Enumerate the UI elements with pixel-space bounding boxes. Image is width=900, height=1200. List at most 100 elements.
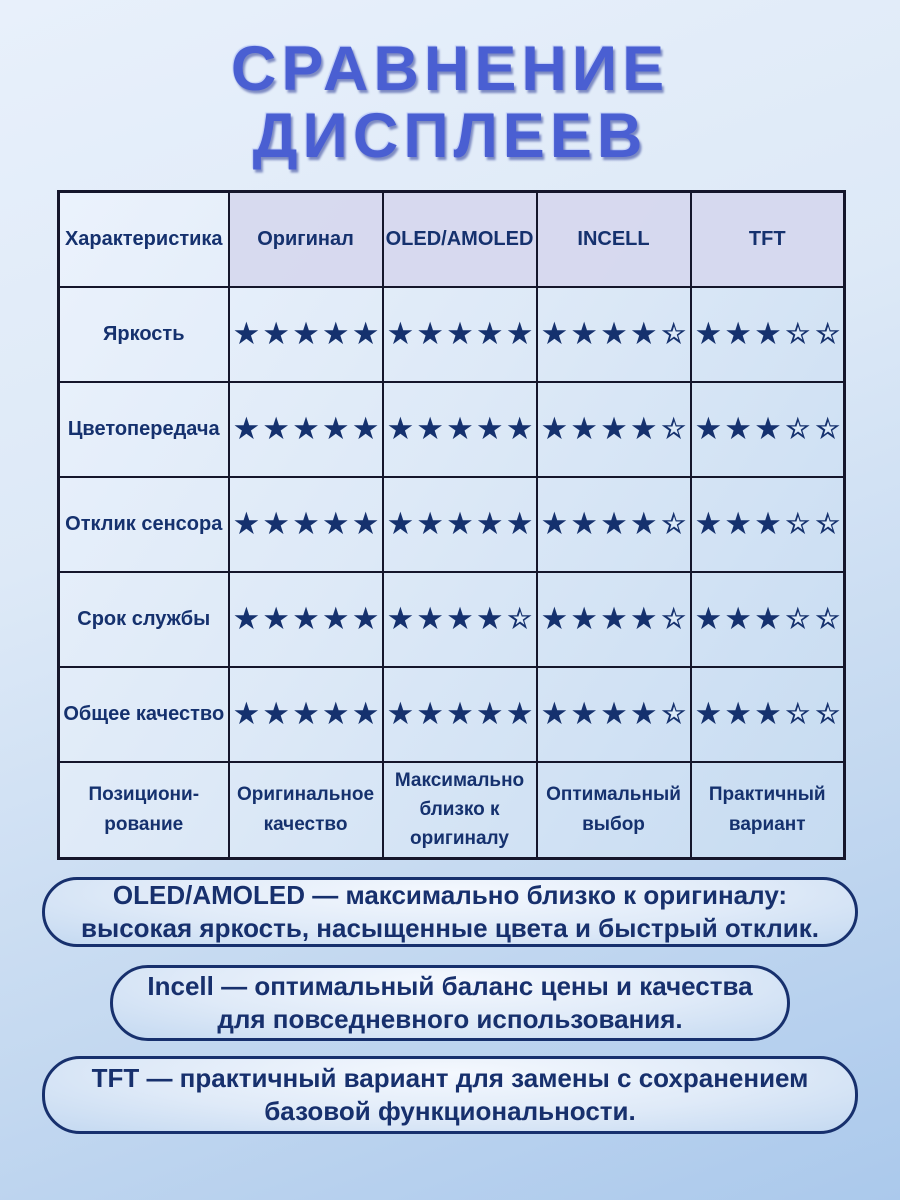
star-filled-icon: ★ <box>570 411 599 446</box>
star-filled-icon: ★ <box>600 316 628 351</box>
row-label-brightness: Яркость <box>57 285 230 383</box>
star-filled-icon: ★ <box>416 696 445 731</box>
star-outline-icon: ★ <box>814 318 842 349</box>
table-row-touch-response: Отклик сенсора ★★★★★ ★★★★★ ★★★★★ ★ ★★★★ <box>57 475 846 573</box>
page-title: СРАВНЕНИЕ ДИСПЛЕЕВ <box>0 0 900 170</box>
row-label-positioning: Позициони- рование <box>57 760 230 860</box>
star-outline-icon: ★ <box>814 603 842 634</box>
table-row-lifespan: Срок службы ★★★★★ ★★★★★ ★ ★★★★ ★ ★ ★★★ <box>57 570 846 668</box>
star-filled-icon: ★ <box>232 696 261 731</box>
star-filled-icon: ★ <box>505 411 534 446</box>
star-rating: ★★★★★ <box>381 380 538 478</box>
star-filled-icon: ★ <box>446 696 474 731</box>
star-rating: ★★★★★ <box>381 570 538 668</box>
star-filled-icon: ★ <box>629 601 658 636</box>
table-row-overall-quality: Общее качество ★★★★★ ★★★★★ ★★★★★ ★ ★★★★ <box>57 665 846 763</box>
star-filled-icon: ★ <box>754 601 782 636</box>
star-filled-icon: ★ <box>475 601 504 636</box>
note-oled-amoled: OLED/AMOLED — максимально близко к ориги… <box>42 877 858 947</box>
star-filled-icon: ★ <box>540 601 569 636</box>
star-filled-icon: ★ <box>446 316 474 351</box>
star-outline-icon: ★ <box>660 413 688 444</box>
star-filled-icon: ★ <box>754 506 782 541</box>
row-label-overall-quality: Общее качество <box>57 665 230 763</box>
star-filled-icon: ★ <box>321 506 350 541</box>
star-rating: ★★★★★ <box>227 475 384 573</box>
row-label-color: Цветопередача <box>57 380 230 478</box>
table-header-row: Характеристика Оригинал OLED/AMOLED INCE… <box>57 190 846 288</box>
star-outline-icon: ★ <box>660 318 688 349</box>
star-filled-icon: ★ <box>570 696 599 731</box>
column-header-oled-amoled: OLED/AMOLED <box>381 190 538 288</box>
star-rating: ★★★★★ <box>227 285 384 383</box>
star-filled-icon: ★ <box>292 316 320 351</box>
star-filled-icon: ★ <box>754 316 782 351</box>
star-rating: ★★★★★ <box>535 380 692 478</box>
star-filled-icon: ★ <box>351 411 380 446</box>
column-header-characteristic: Характеристика <box>57 190 230 288</box>
star-filled-icon: ★ <box>724 696 753 731</box>
star-filled-icon: ★ <box>292 696 320 731</box>
star-filled-icon: ★ <box>629 411 658 446</box>
star-outline-icon: ★ <box>814 413 842 444</box>
star-rating: ★★★★★ <box>535 665 692 763</box>
star-rating: ★★★★★ <box>535 570 692 668</box>
star-outline-icon: ★ <box>814 698 842 729</box>
star-filled-icon: ★ <box>351 601 380 636</box>
star-filled-icon: ★ <box>540 696 569 731</box>
star-outline-icon: ★ <box>660 508 688 539</box>
star-filled-icon: ★ <box>292 601 320 636</box>
comparison-table: Характеристика Оригинал OLED/AMOLED INCE… <box>57 190 846 860</box>
table-row-color: Цветопередача ★★★★★ ★★★★★ ★★★★★ ★ ★★★★ <box>57 380 846 478</box>
star-rating: ★★★★★ <box>381 475 538 573</box>
star-filled-icon: ★ <box>351 506 380 541</box>
star-filled-icon: ★ <box>505 316 534 351</box>
star-outline-icon: ★ <box>814 508 842 539</box>
star-rating: ★★★★★ <box>689 285 846 383</box>
star-outline-icon: ★ <box>784 698 812 729</box>
star-filled-icon: ★ <box>262 316 291 351</box>
star-filled-icon: ★ <box>351 316 380 351</box>
row-label-lifespan: Срок службы <box>57 570 230 668</box>
star-filled-icon: ★ <box>694 411 723 446</box>
star-filled-icon: ★ <box>505 696 534 731</box>
table-row-brightness: Яркость ★★★★★ ★★★★★ ★★★★★ ★ ★★★★ <box>57 285 846 383</box>
star-filled-icon: ★ <box>694 316 723 351</box>
star-filled-icon: ★ <box>386 316 415 351</box>
positioning-incell: Оптимальный выбор <box>535 760 692 860</box>
star-filled-icon: ★ <box>694 696 723 731</box>
star-filled-icon: ★ <box>475 506 504 541</box>
star-filled-icon: ★ <box>321 411 350 446</box>
column-header-tft: TFT <box>689 190 846 288</box>
star-filled-icon: ★ <box>416 411 445 446</box>
star-filled-icon: ★ <box>694 601 723 636</box>
star-filled-icon: ★ <box>475 316 504 351</box>
star-filled-icon: ★ <box>416 601 445 636</box>
star-rating: ★★★★★ <box>381 285 538 383</box>
column-header-original: Оригинал <box>227 190 384 288</box>
column-header-incell: INCELL <box>535 190 692 288</box>
star-filled-icon: ★ <box>724 601 753 636</box>
page-title-line-2: ДИСПЛЕЕВ <box>252 101 648 171</box>
star-filled-icon: ★ <box>321 316 350 351</box>
star-filled-icon: ★ <box>262 696 291 731</box>
star-filled-icon: ★ <box>321 601 350 636</box>
star-filled-icon: ★ <box>292 411 320 446</box>
note-tft: TFT — практичный вариант для замены с со… <box>42 1056 858 1134</box>
star-filled-icon: ★ <box>386 696 415 731</box>
star-rating: ★★★★★ <box>227 570 384 668</box>
star-filled-icon: ★ <box>351 696 380 731</box>
star-filled-icon: ★ <box>724 506 753 541</box>
star-filled-icon: ★ <box>629 696 658 731</box>
table-row-positioning: Позициони- рование Оригинальное качество… <box>57 760 846 860</box>
star-outline-icon: ★ <box>784 603 812 634</box>
star-filled-icon: ★ <box>629 316 658 351</box>
star-filled-icon: ★ <box>724 411 753 446</box>
star-filled-icon: ★ <box>232 411 261 446</box>
positioning-original: Оригинальное качество <box>227 760 384 860</box>
star-filled-icon: ★ <box>232 506 261 541</box>
star-filled-icon: ★ <box>262 411 291 446</box>
star-filled-icon: ★ <box>446 411 474 446</box>
star-rating: ★★★★★ <box>689 380 846 478</box>
star-rating: ★★★★★ <box>689 570 846 668</box>
